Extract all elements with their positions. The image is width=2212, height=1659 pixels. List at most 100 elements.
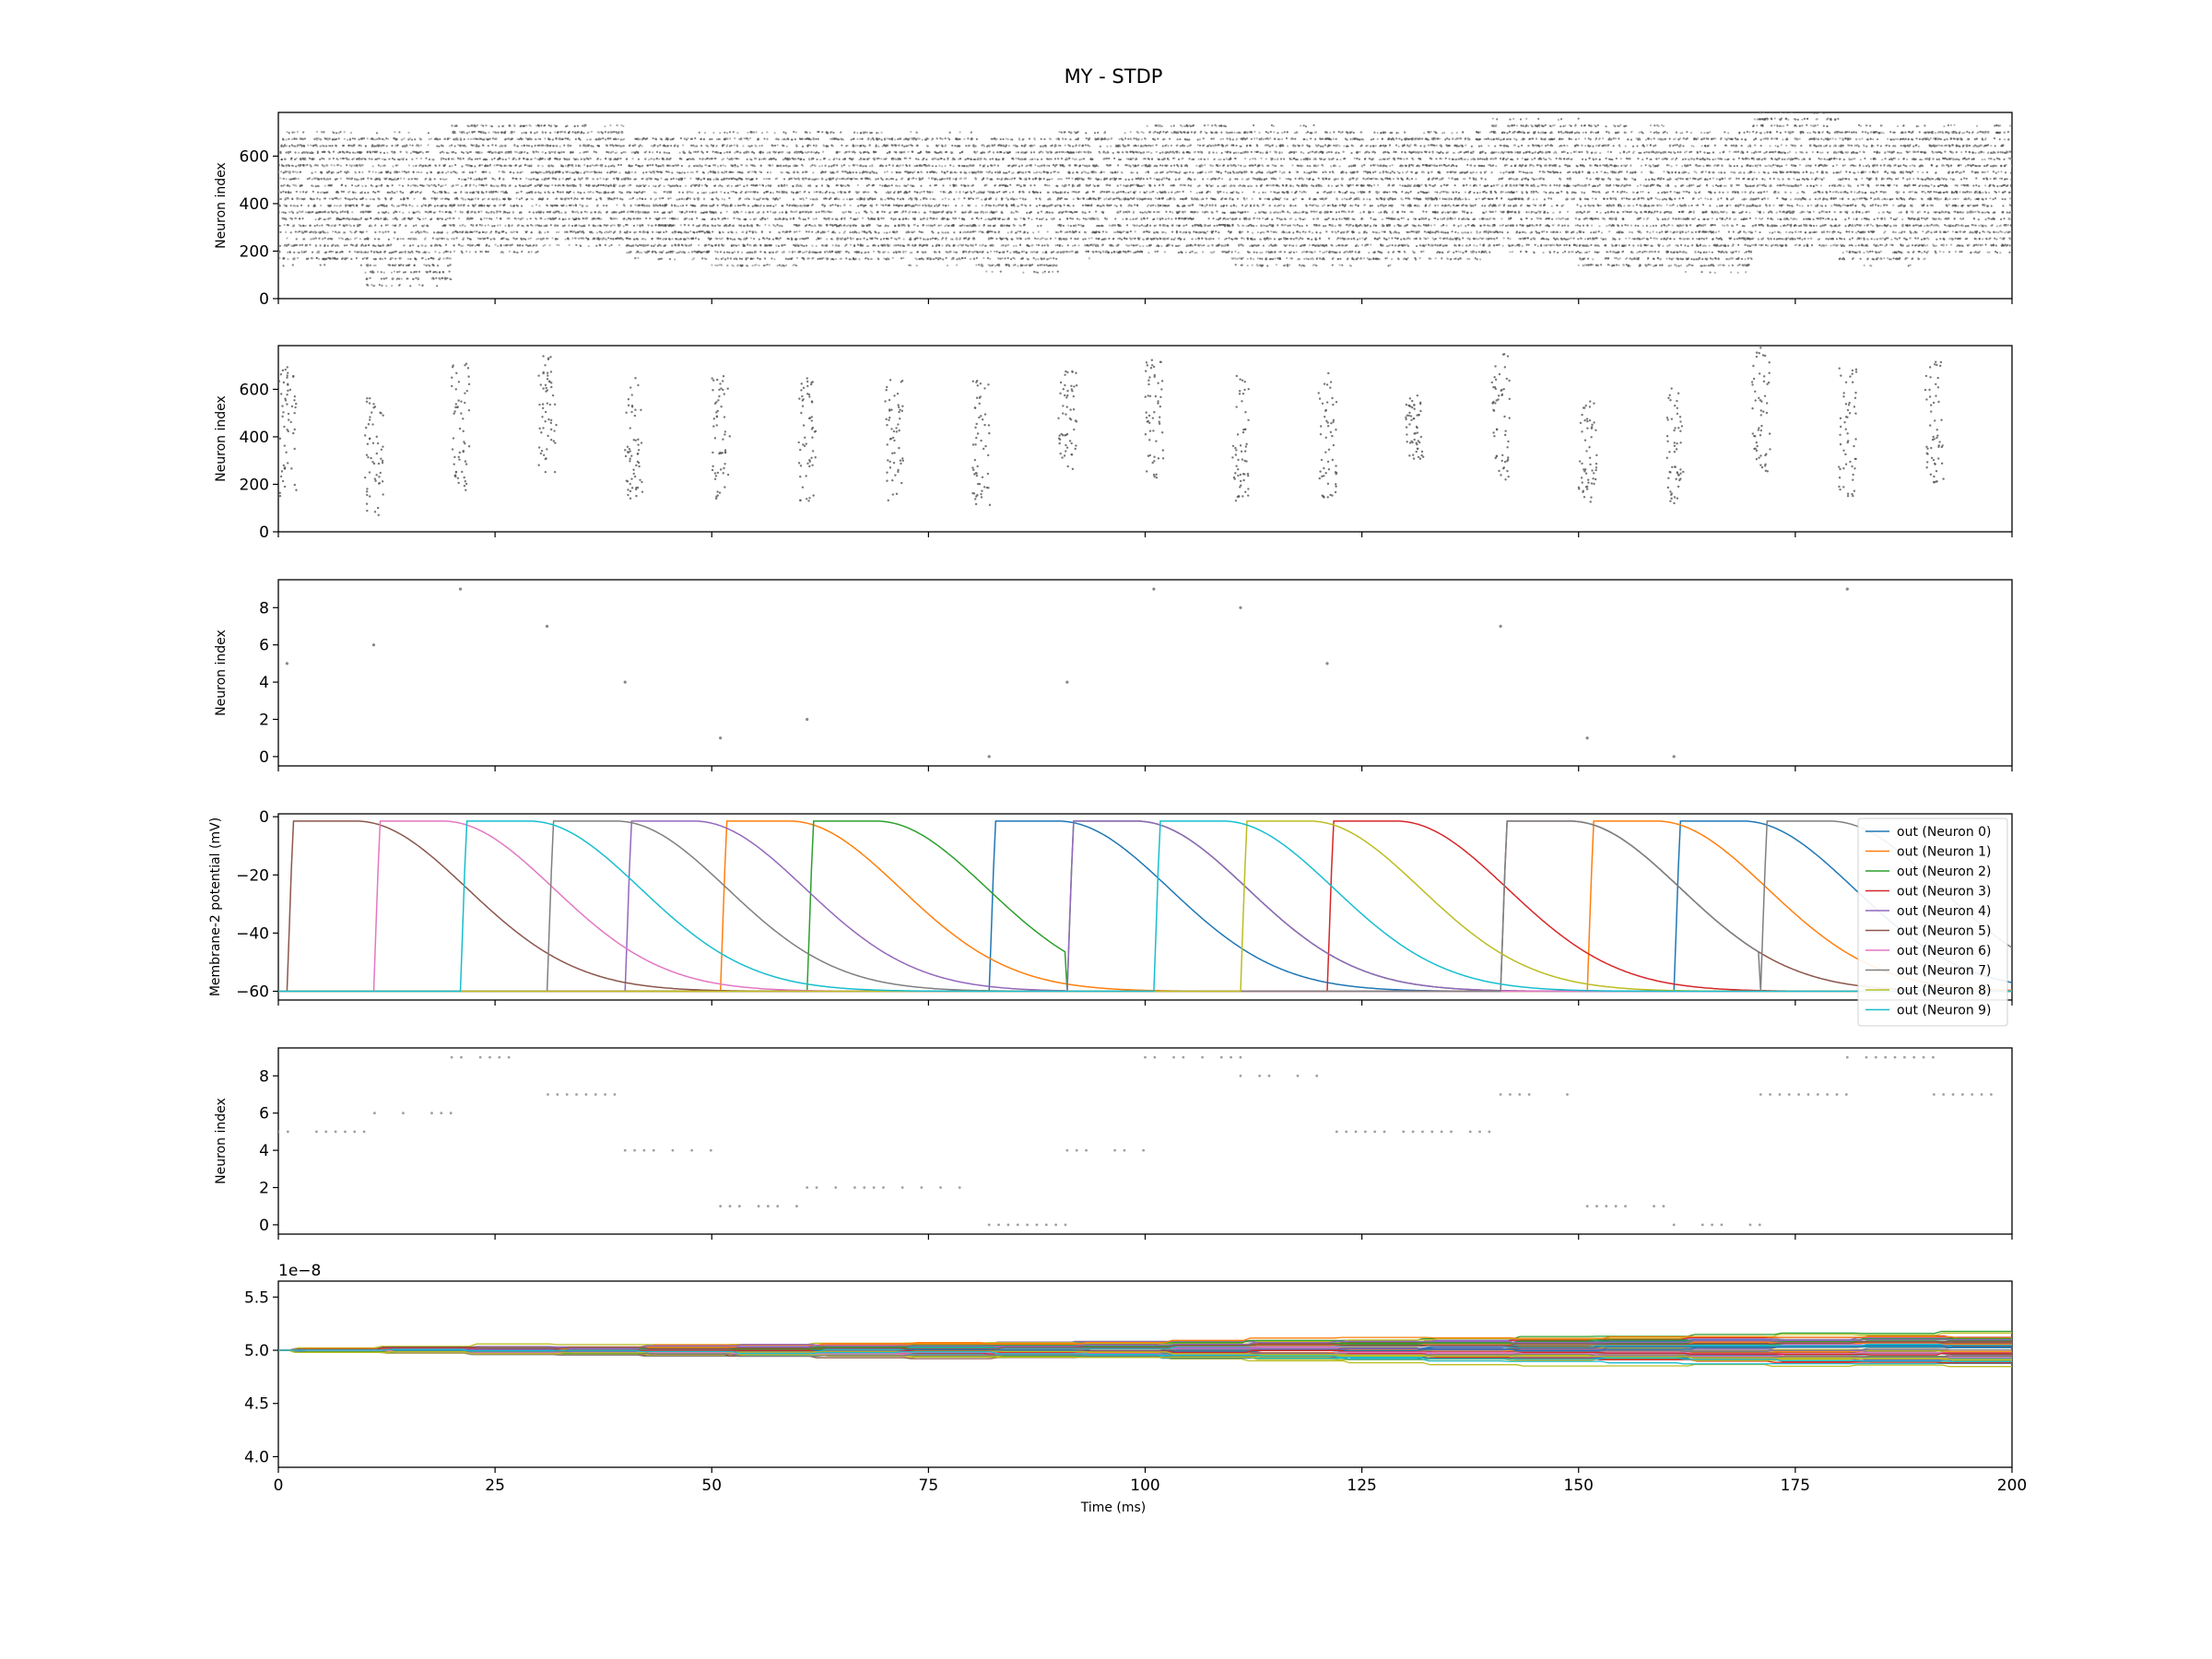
spike-point (722, 164, 724, 167)
spike-point (415, 250, 418, 253)
spike-point (378, 198, 381, 201)
spike-point (651, 151, 654, 154)
spike-point (467, 205, 470, 207)
spike-point (491, 225, 494, 228)
spike-point (292, 171, 295, 173)
spike-point (645, 178, 648, 181)
spike-point (766, 131, 769, 134)
spike-point (589, 138, 593, 141)
y-tick-label: 600 (240, 147, 269, 166)
spike-point (672, 177, 675, 180)
spike-point (313, 225, 316, 228)
spike-point (398, 210, 401, 214)
spike-point (743, 137, 746, 140)
spike-point (281, 137, 285, 140)
spike-point (460, 184, 464, 188)
spike-point (446, 231, 449, 234)
spike-point (430, 244, 433, 247)
spike-point (540, 224, 543, 228)
spike-point (300, 225, 302, 228)
spike-point (444, 191, 447, 194)
spike-point (300, 250, 303, 253)
spike-point (577, 164, 580, 168)
spike-point (483, 217, 486, 220)
spike-point (338, 231, 341, 234)
spike-point (432, 231, 436, 234)
spike-point (624, 151, 627, 154)
spike-point (418, 150, 421, 154)
spike-point (587, 224, 591, 227)
spike-point (526, 164, 529, 167)
spike-point (494, 230, 498, 233)
spike-point (411, 217, 414, 219)
spike-point (447, 171, 450, 173)
spike-point (604, 157, 607, 160)
spike-point (316, 151, 319, 155)
spike-point (472, 124, 475, 127)
spike-point (537, 237, 540, 241)
spike-point (440, 191, 443, 194)
spike-point (315, 251, 319, 254)
spike-point (382, 211, 384, 214)
spike-point (571, 183, 574, 186)
spike-point (434, 184, 437, 188)
spike-point (495, 190, 498, 193)
spike-point (582, 191, 585, 194)
spike-point (370, 217, 372, 219)
spike-point (428, 184, 430, 187)
spike-point (784, 132, 787, 135)
spike-point (614, 217, 617, 220)
spike-point (465, 150, 468, 154)
spike-point (698, 165, 700, 168)
spike-point (318, 231, 321, 234)
spike-point (327, 171, 330, 173)
spike-point (669, 138, 672, 141)
spike-point (436, 145, 439, 147)
spike-point (671, 224, 675, 227)
spike-point (671, 171, 674, 174)
spike-point (588, 191, 591, 194)
spike-point (324, 237, 326, 240)
spike-point (728, 178, 731, 181)
spike-point (618, 171, 621, 174)
spike-point (278, 197, 281, 201)
spike-point (475, 145, 477, 147)
spike-point (620, 178, 623, 181)
spike-point (658, 151, 662, 154)
spike-point (281, 184, 285, 187)
spike-point (788, 151, 791, 154)
spike-point (394, 171, 396, 174)
spike-point (641, 238, 644, 241)
spike-point (729, 137, 732, 140)
spike-point (300, 145, 303, 147)
spike-point (467, 158, 470, 160)
spike-point (377, 177, 381, 180)
spike-point (616, 204, 618, 206)
spike-point (702, 218, 706, 221)
spike-point (732, 190, 735, 194)
spike-point (523, 158, 525, 160)
spike-point (400, 158, 403, 160)
spike-point (441, 276, 443, 279)
spike-point (373, 145, 376, 147)
spike-point (618, 131, 620, 134)
spike-point (406, 257, 410, 261)
spike-point (677, 184, 679, 188)
spike-point (409, 151, 412, 155)
spike-point (513, 145, 516, 147)
spike-point (360, 191, 363, 194)
spike-point (698, 224, 701, 227)
spike-point (328, 137, 331, 140)
spike-point (466, 177, 470, 180)
spike-point (509, 171, 512, 173)
spike-point (496, 224, 500, 227)
spike-point (687, 171, 689, 174)
spike-point (683, 238, 686, 241)
spike-point (377, 205, 380, 207)
spike-point (445, 257, 448, 260)
spike-point (605, 238, 607, 241)
spike-point (595, 244, 598, 247)
spike-point (374, 158, 377, 160)
spike-point (334, 196, 336, 200)
spike-point (580, 211, 582, 214)
